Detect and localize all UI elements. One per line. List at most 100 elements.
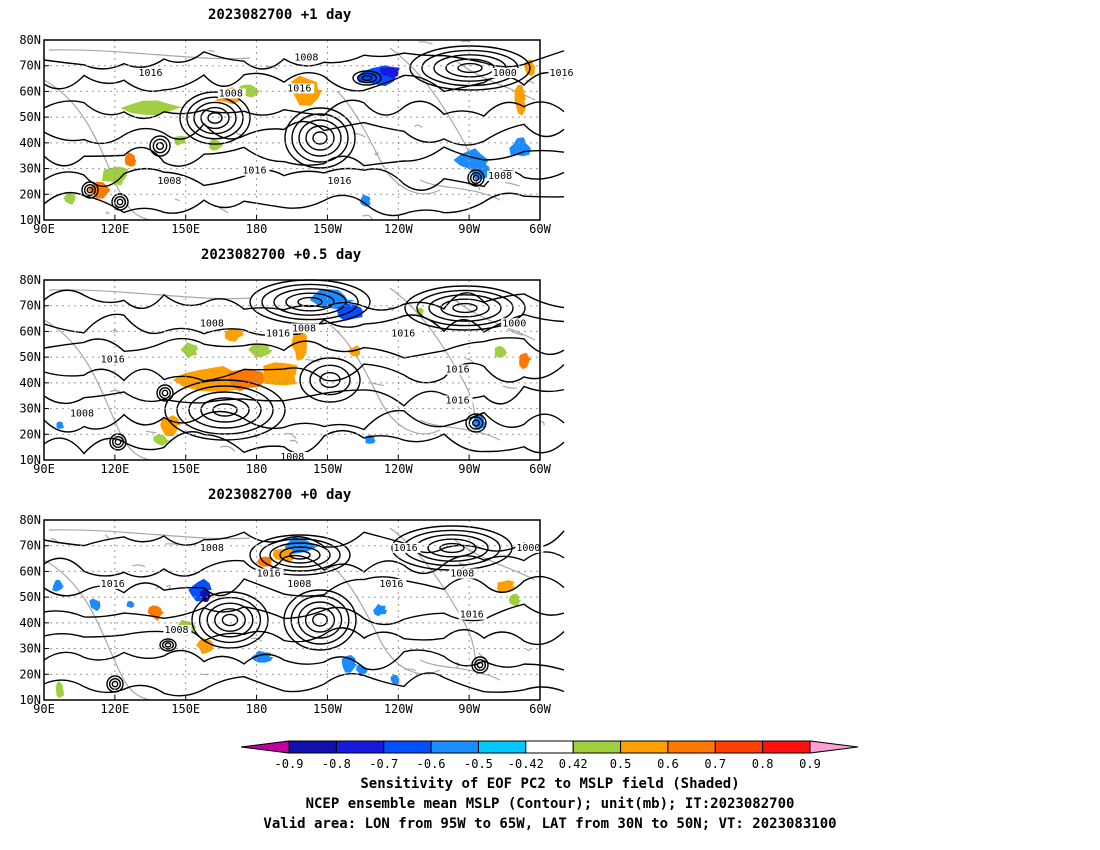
contour-label: 1016 [394, 543, 418, 554]
isobar-ring [200, 106, 230, 130]
sensitivity-shade [272, 548, 294, 563]
coastline [454, 59, 536, 101]
y-tick-label: 10N [19, 453, 41, 467]
coastline [387, 306, 394, 312]
coastline [525, 648, 531, 651]
sensitivity-shade [284, 537, 319, 554]
isobar-ring [269, 542, 331, 568]
isobar-ring [111, 435, 125, 449]
sensitivity-shade [337, 303, 364, 321]
contour-label-bg [378, 578, 407, 589]
sensitivity-shade [380, 67, 400, 79]
x-tick-label: 150W [313, 462, 343, 476]
coastline [507, 328, 523, 336]
contour-label: 1016 [460, 610, 484, 621]
isobar-ring [179, 91, 251, 145]
isobar-ring [361, 74, 373, 82]
colorbar-box [288, 740, 337, 754]
x-tick-label: 120W [384, 462, 414, 476]
coastline [370, 382, 385, 387]
coastline [419, 179, 501, 201]
contour-label-bg [501, 318, 530, 329]
y-tick-label: 50N [19, 350, 41, 364]
isobar-ring [214, 608, 246, 632]
contour-label: 1000 [493, 68, 517, 79]
coastline [43, 319, 151, 461]
isobar-ring [159, 638, 177, 652]
coastline [291, 435, 297, 440]
sensitivity-shade [514, 84, 526, 116]
sensitivity-shade [390, 674, 400, 685]
contour-label: 1016 [101, 579, 125, 590]
sensitivity-shade [318, 74, 343, 93]
map-panel-1: 1008 1016 1016 1008 1000 1016 1016 1016 1008 1008… [19, 33, 577, 236]
colorbar-box [430, 740, 479, 754]
x-tick-label: 150E [171, 702, 200, 716]
contour-label: 1016 [446, 365, 470, 376]
colorbar-high-extension [809, 740, 859, 754]
y-tick-label: 60N [19, 564, 41, 578]
sensitivity-shade [248, 343, 273, 358]
coastline [220, 445, 236, 453]
coastline [419, 419, 501, 441]
contour-label: 1016 [287, 83, 311, 94]
x-tick-label: 90W [458, 462, 480, 476]
isobar-ring [116, 198, 124, 206]
sensitivity-shade [180, 342, 199, 358]
contour-label-bg [217, 88, 246, 99]
x-tick-label: 120E [100, 702, 129, 716]
caption-line-3: Valid area: LON from 95W to 65W, LAT fro… [263, 816, 837, 832]
y-tick-label: 10N [19, 213, 41, 227]
isobar-ring [193, 101, 237, 135]
isobar-ring [352, 70, 382, 86]
y-tick-label: 70N [19, 539, 41, 553]
isobar-ring [467, 169, 485, 187]
x-tick-label: 120E [100, 222, 129, 236]
sensitivity-shade [63, 193, 76, 205]
isobar-ring [298, 119, 342, 157]
colorbar-box [383, 740, 432, 754]
x-tick-label: 90E [33, 702, 55, 716]
coastline [419, 659, 501, 681]
panel-title-2: 2023082700 +0.5 day [201, 247, 362, 263]
coastline [112, 329, 117, 334]
isobar-line [43, 99, 565, 120]
coastline [132, 564, 146, 568]
colorbar-box [477, 740, 527, 754]
sensitivity-shade [124, 152, 137, 167]
sensitivity-shade [56, 421, 64, 429]
isobar-ring [304, 607, 336, 633]
contour-label-bg [326, 176, 355, 186]
isobar-ring [312, 613, 328, 627]
colorbar-label: 0.7 [704, 757, 726, 771]
contour-label: 1008 [70, 408, 94, 419]
coastline [403, 668, 417, 672]
x-tick-label: 120W [384, 222, 414, 236]
contour-label: 1016 [379, 579, 403, 590]
sensitivity-shade [416, 307, 424, 316]
isobar-ring [273, 288, 347, 316]
isobar-ring [111, 680, 119, 688]
isobar-line [43, 385, 565, 407]
isobar-ring [476, 661, 484, 669]
coastline [48, 49, 251, 60]
contour-label-bg [286, 83, 315, 94]
coastline [414, 124, 423, 129]
coastline [145, 430, 157, 434]
coastline [174, 198, 180, 202]
y-tick-label: 50N [19, 590, 41, 604]
coastline [505, 182, 520, 187]
isobar-ring [83, 183, 97, 197]
x-tick-label: 150W [313, 702, 343, 716]
sensitivity-shade [120, 100, 185, 116]
contour-label: 1016 [446, 395, 470, 406]
x-tick-label: 180 [246, 702, 268, 716]
contour-label-bg [279, 452, 308, 462]
contour-label-bg [449, 568, 478, 579]
isobar-ring [249, 534, 351, 576]
panel-title-1: 2023082700 +1 day [208, 7, 352, 23]
isobar-ring [188, 391, 262, 429]
contour-label: 1008 [287, 579, 311, 590]
